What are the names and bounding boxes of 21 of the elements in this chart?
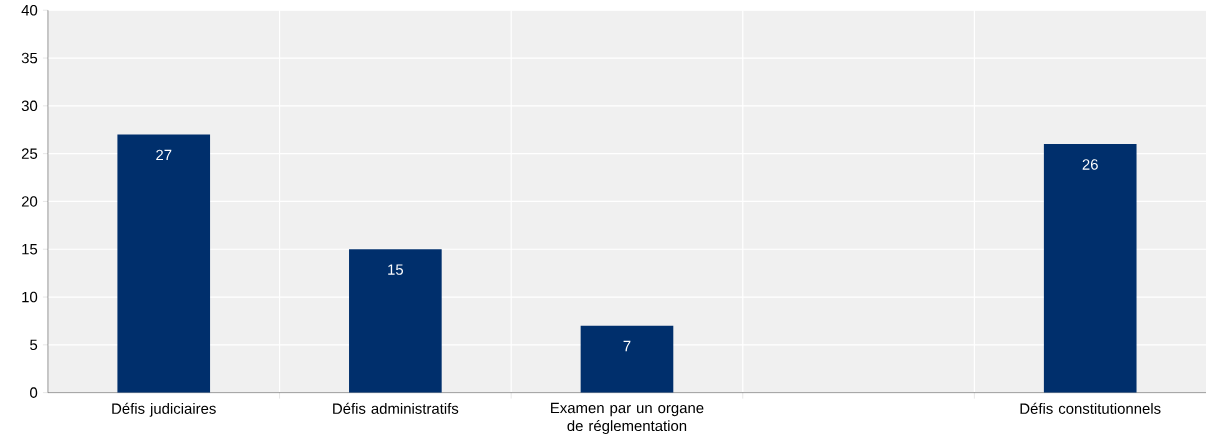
bar — [117, 134, 211, 393]
bar — [1043, 144, 1137, 393]
data-label: 26 — [1082, 159, 1098, 171]
y-tick-label: 0 — [30, 387, 38, 399]
x-tick-label: Défis judiciaires — [112, 403, 216, 418]
bar — [349, 249, 442, 393]
y-tick-label: 20 — [21, 196, 38, 207]
data-label: 7 — [623, 341, 631, 352]
x-tick-label: Défis administratifs — [333, 403, 459, 415]
data-label: 27 — [156, 149, 172, 161]
y-tick-label: 40 — [21, 5, 38, 16]
y-tick-label: 5 — [30, 339, 38, 351]
y-tick-label: 30 — [21, 100, 38, 112]
x-tick-label: Défis constitutionnels — [1020, 403, 1161, 415]
y-tick-label: 35 — [21, 52, 38, 64]
y-tick-label: 10 — [22, 291, 38, 303]
x-tick-label: Examen par un organe de réglementation — [551, 403, 704, 435]
y-tick-label: 25 — [21, 148, 38, 160]
y-tick-label: 15 — [22, 244, 38, 255]
data-label: 15 — [388, 264, 404, 276]
bar — [580, 325, 674, 393]
